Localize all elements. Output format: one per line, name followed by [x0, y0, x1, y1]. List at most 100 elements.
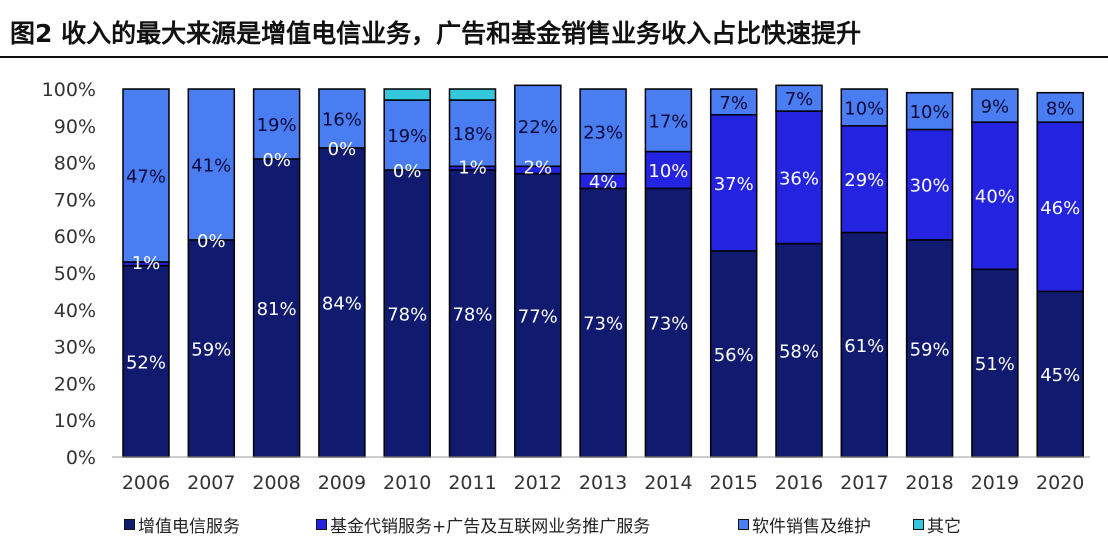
x-axis: 2006 2007 2008 2009 2010 2011 2012 2013 2014 2015… [112, 456, 1090, 494]
data-label: 29% [844, 170, 884, 191]
bar-2020: 45% 46% 8% [1036, 91, 1084, 458]
data-label: 7% [785, 89, 814, 110]
data-label: 59% [910, 339, 950, 360]
data-label: 9% [981, 97, 1010, 118]
bar-segment [971, 88, 1019, 123]
y-tick-label: 80% [54, 153, 96, 175]
bar-segment [448, 88, 497, 101]
bar-segment [318, 88, 366, 149]
bar-2007: 59% 0% 41% [187, 88, 236, 458]
legend-label: 增值电信服务 [138, 516, 240, 537]
data-label: 0% [328, 139, 357, 160]
bar-segment [905, 91, 954, 131]
data-label: 19% [387, 126, 427, 147]
bar-segment [252, 88, 301, 160]
bar-2006: 52% 1% 47% [122, 88, 170, 458]
data-label: 18% [452, 124, 492, 145]
data-label: 52% [126, 352, 166, 373]
data-label: 17% [648, 111, 688, 132]
bar-segment [840, 125, 889, 234]
bar-segment [579, 88, 627, 175]
data-label: 0% [262, 150, 291, 171]
bar-segment [709, 250, 758, 458]
x-tick-label: 2017 [840, 472, 888, 494]
y-axis: 0% 10% 20% 30% 40% 50% 60% 70% 80% 90% 100% [42, 79, 96, 469]
x-tick-label: 2015 [710, 472, 758, 494]
bar-2019: 51% 40% 9% [971, 88, 1019, 458]
data-label: 36% [779, 168, 819, 189]
data-label: 81% [257, 299, 297, 320]
x-tick-label: 2016 [775, 472, 823, 494]
bar-segment [709, 88, 758, 116]
y-tick-label: 20% [54, 373, 96, 395]
data-label: 23% [583, 122, 623, 143]
legend-item-software-sales: 软件销售及维护 [738, 513, 871, 537]
bar-segment [775, 84, 823, 112]
title-bar: 图2 收入的最大来源是增值电信业务，广告和基金销售业务收入占比快速提升 [0, 0, 1108, 58]
data-label: 41% [191, 155, 231, 176]
legend-item-value-added-telecom: 增值电信服务 [124, 513, 240, 537]
data-label: 78% [452, 304, 492, 325]
bar-segment [514, 84, 562, 168]
y-tick-label: 90% [54, 116, 96, 138]
y-tick-label: 50% [54, 263, 96, 285]
bar-2009: 84% 0% 16% [318, 88, 366, 458]
data-label: 78% [387, 304, 427, 325]
data-label: 10% [910, 102, 950, 123]
bar-segment [1036, 290, 1084, 458]
legend-swatch [124, 518, 135, 530]
data-label: 51% [975, 354, 1015, 375]
bar-segment [644, 88, 693, 153]
legend-label: 其它 [927, 516, 961, 537]
legend-item-other: 其它 [913, 513, 961, 537]
data-label: 30% [910, 176, 950, 197]
data-label: 58% [779, 341, 819, 362]
bar-2015: 56% 37% 7% [709, 88, 758, 458]
x-tick-label: 2013 [579, 472, 627, 494]
legend: 增值电信服务 基金代销服务+广告及互联网业务推广服务 软件销售及维护 其它 [0, 507, 1108, 537]
data-label: 16% [322, 109, 362, 130]
x-tick-label: 2007 [187, 472, 235, 494]
bar-2017: 61% 29% 10% [840, 88, 889, 458]
bar-segment [318, 147, 366, 458]
bar-segment [187, 88, 236, 241]
bar-2010: 78% 0% 19% [383, 88, 431, 458]
data-label: 84% [322, 293, 362, 314]
data-label: 77% [518, 306, 558, 327]
bar-segment [840, 88, 889, 127]
bar-2013: 73% 4% 23% [579, 88, 627, 458]
data-label: 56% [714, 345, 754, 366]
bar-2011: 78% 1% 18% [448, 88, 497, 458]
data-label: 1% [458, 157, 487, 178]
data-label: 8% [1046, 98, 1075, 119]
data-label: 40% [975, 187, 1015, 208]
bar-segment [383, 169, 431, 458]
data-label: 10% [648, 161, 688, 182]
data-label: 37% [714, 174, 754, 195]
data-label: 61% [844, 336, 884, 357]
bar-segment [1036, 121, 1084, 293]
x-tick-label: 2014 [644, 472, 692, 494]
bar-segment [1036, 91, 1084, 123]
bar-segment [579, 187, 627, 458]
legend-label: 基金代销服务+广告及互联网业务推广服务 [330, 516, 651, 537]
x-tick-label: 2019 [971, 472, 1019, 494]
bar-segment [122, 264, 170, 458]
data-label: 46% [1040, 198, 1080, 219]
bar-segment [971, 121, 1019, 271]
data-label: 73% [583, 314, 623, 335]
legend-swatch [316, 518, 327, 530]
data-label: 22% [518, 117, 558, 138]
legend-swatch [738, 518, 749, 530]
x-tick-label: 2020 [1036, 472, 1084, 494]
bar-segment [775, 110, 823, 245]
bar-segment [709, 114, 758, 252]
legend-label: 软件销售及维护 [752, 516, 871, 537]
x-tick-label: 2010 [383, 472, 431, 494]
bar-segment [905, 239, 954, 458]
data-label: 10% [844, 98, 884, 119]
data-label: 59% [191, 339, 231, 360]
stacked-bar-chart: 0% 10% 20% 30% 40% 50% 60% 70% 80% 90% 100% 52% 1% 4… [42, 79, 1090, 494]
data-label: 7% [719, 93, 748, 114]
bar-2012: 77% 2% 22% [514, 84, 562, 458]
